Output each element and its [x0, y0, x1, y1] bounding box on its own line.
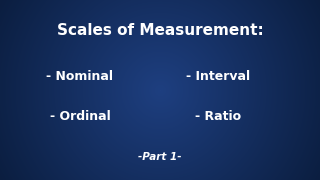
- Text: - Ratio: - Ratio: [195, 111, 241, 123]
- Text: -Part 1-: -Part 1-: [138, 152, 182, 162]
- Text: - Ordinal: - Ordinal: [50, 111, 110, 123]
- Text: - Interval: - Interval: [186, 70, 250, 83]
- Text: Scales of Measurement:: Scales of Measurement:: [57, 23, 263, 38]
- Text: - Nominal: - Nominal: [46, 70, 114, 83]
